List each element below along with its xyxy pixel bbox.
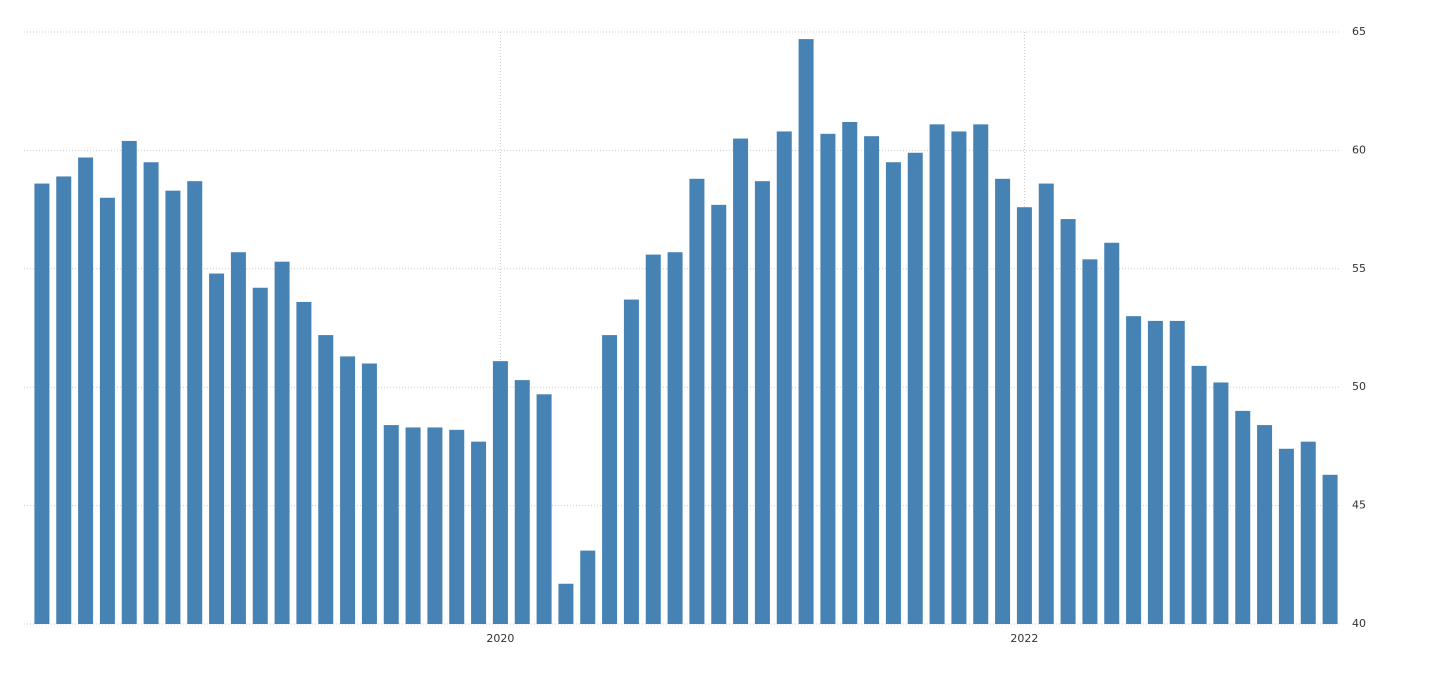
y-tick-label: 65 xyxy=(1352,25,1366,38)
bar xyxy=(1147,320,1163,624)
bar xyxy=(820,133,836,624)
bar xyxy=(536,394,552,624)
bar xyxy=(689,178,705,625)
bar xyxy=(34,183,50,624)
bar xyxy=(56,176,72,624)
bar xyxy=(121,140,137,625)
bar xyxy=(209,273,225,624)
bar xyxy=(798,39,814,624)
bar xyxy=(340,356,356,624)
bar xyxy=(973,124,989,625)
bar xyxy=(1257,425,1273,624)
y-tick-label: 60 xyxy=(1352,143,1366,156)
bar xyxy=(1104,242,1120,624)
bar xyxy=(471,441,487,624)
bar xyxy=(667,252,683,624)
bar xyxy=(1082,259,1098,624)
bar xyxy=(383,425,399,624)
bar xyxy=(99,197,115,624)
bar xyxy=(602,335,618,624)
bar xyxy=(165,190,181,624)
bar xyxy=(776,131,792,624)
y-tick-label: 40 xyxy=(1352,617,1366,630)
bar xyxy=(449,429,465,624)
bar xyxy=(842,121,858,624)
bar xyxy=(1322,474,1338,624)
bar xyxy=(361,363,377,624)
bar xyxy=(1278,448,1294,624)
x-tick-label: 2022 xyxy=(1010,632,1038,645)
y-tick-label: 45 xyxy=(1352,499,1366,512)
bar xyxy=(1300,441,1316,624)
bar xyxy=(230,252,246,624)
bar xyxy=(995,178,1011,625)
bar xyxy=(514,380,530,624)
bar xyxy=(754,181,770,624)
y-tick-label: 55 xyxy=(1352,262,1366,275)
bar xyxy=(296,301,312,624)
bar xyxy=(1126,316,1142,624)
bar xyxy=(187,181,203,624)
bar xyxy=(1016,207,1032,624)
bar xyxy=(1060,219,1076,624)
bar xyxy=(252,287,268,624)
bar xyxy=(1038,183,1054,624)
bar xyxy=(864,136,880,624)
x-tick-label: 2020 xyxy=(486,632,514,645)
bar xyxy=(711,204,727,624)
bar xyxy=(1191,365,1207,624)
bar xyxy=(645,254,661,625)
bar xyxy=(427,427,443,624)
bar xyxy=(580,550,596,624)
bar xyxy=(907,152,923,624)
bar xyxy=(885,162,901,625)
y-tick-label: 50 xyxy=(1352,380,1366,393)
bar xyxy=(929,124,945,625)
bar xyxy=(78,157,94,624)
bar xyxy=(318,335,334,624)
bar xyxy=(405,427,421,624)
bar xyxy=(143,162,159,625)
bar xyxy=(1169,320,1185,624)
bar xyxy=(558,583,574,624)
bar xyxy=(623,299,639,624)
bar xyxy=(733,138,749,624)
bar xyxy=(274,261,290,624)
bar xyxy=(1213,382,1229,624)
bar xyxy=(1235,410,1251,624)
bar xyxy=(492,361,508,624)
bar xyxy=(951,131,967,624)
